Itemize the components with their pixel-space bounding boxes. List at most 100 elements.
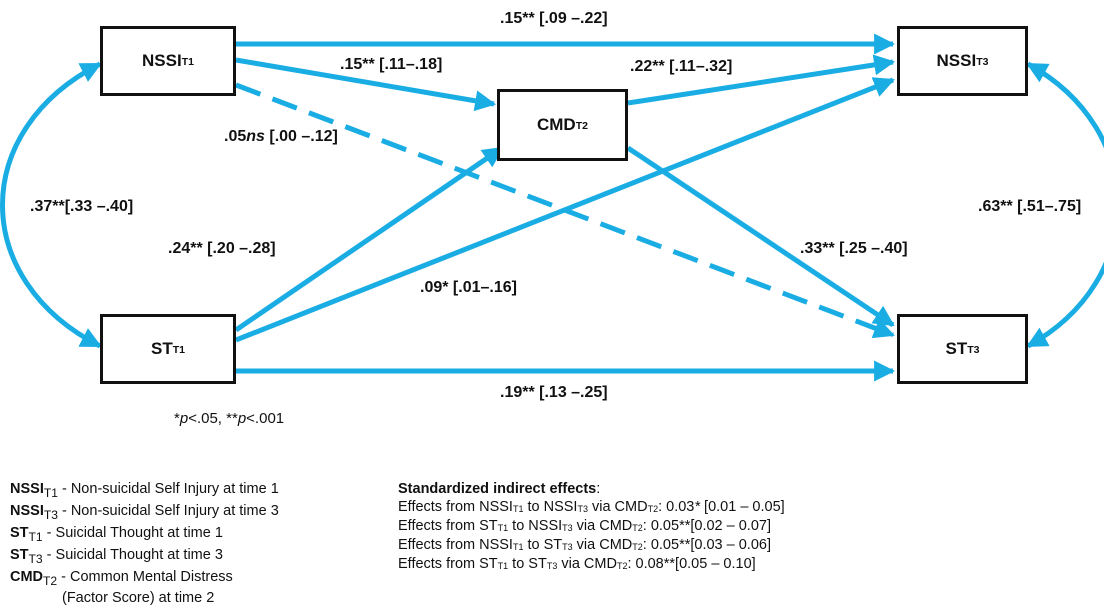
ie-sig: **	[663, 556, 676, 572]
indirect-effects-title: Standardized indirect effects:	[398, 480, 785, 498]
label-st1-cmd2: .24** [.20 –.28]	[168, 240, 276, 257]
label-st1-nssi3: .09* [.01–.16]	[420, 279, 517, 296]
legend-desc: - Suicidal Thought at time 3	[42, 546, 223, 563]
label-nssi1-nssi3: .15** [.09 –.22]	[500, 10, 608, 27]
indirect-title-text: Standardized indirect effects	[398, 481, 597, 497]
legend-desc: - Common Mental Distress	[57, 568, 233, 585]
node-cmd-t2-label: CMD	[536, 115, 576, 134]
legend-abbr: NSSI	[10, 481, 44, 497]
label-nssi1-st3-ns: ns	[246, 128, 265, 145]
ie-to-sub: T3	[562, 523, 573, 534]
node-nssi-t1-label: NSSI	[142, 51, 182, 70]
ie-to-sub: T3	[562, 542, 573, 553]
ie-from: Effects from ST	[398, 518, 498, 534]
label-st1-st3: .19** [.13 –.25]	[500, 384, 608, 401]
legend-item: CMDT2 - Common Mental Distress	[10, 568, 279, 590]
label-nssi1-st3-coef: .05	[224, 128, 247, 145]
indirect-effect-row: Effects from STT1 to NSSIT3 via CMDT2: 0…	[398, 517, 785, 536]
ie-via: via CMD	[572, 537, 633, 553]
ie-ci: [0.02 – 0.07]	[690, 518, 771, 534]
label-cmd2-nssi3: .22** [.11–.32]	[630, 58, 733, 75]
legend-abbr: CMD	[10, 568, 44, 585]
ie-from-sub: T1	[512, 504, 524, 515]
legend-abbr-sub: T3	[43, 507, 58, 522]
ie-ci: [0.03 – 0.06]	[690, 537, 771, 553]
sig-p-1: p	[179, 410, 189, 427]
legend-desc: - Suicidal Thought at time 1	[42, 524, 223, 541]
ie-to-sub: T3	[546, 561, 558, 572]
label-nssi1-cmd2: .15** [.11–.18]	[340, 56, 443, 73]
ie-from: Effects from ST	[398, 556, 498, 572]
label-nssi1-st1: .37**[.33 –.40]	[30, 198, 134, 215]
ie-via-sub: T2	[632, 542, 643, 553]
legend-desc: - Non-suicidal Self Injury at time 1	[57, 481, 279, 497]
ie-to-sub: T3	[577, 504, 588, 515]
node-st-t3-label: ST	[945, 339, 968, 358]
node-st-t1-label: ST	[150, 339, 173, 358]
node-st-t3-sub: T3	[967, 344, 980, 357]
legend-abbr: NSSI	[10, 502, 44, 519]
legend-item: STT3 - Suicidal Thought at time 3	[10, 546, 279, 568]
sig-threshold-1: <.05,	[188, 410, 227, 427]
indirect-effects: Standardized indirect effects: Effects f…	[398, 480, 785, 574]
ie-via-sub: T2	[647, 504, 659, 515]
path-st1-nssi3	[235, 77, 895, 343]
ie-via-sub: T2	[632, 523, 643, 534]
node-st-t1-sub: T1	[172, 344, 186, 357]
node-nssi-t1: NSSI T1	[100, 26, 236, 96]
label-nssi1-st3-ci: [.00 –.12]	[264, 128, 338, 145]
ie-from-sub: T1	[497, 561, 509, 572]
legend-item: NSSIT3 - Non-suicidal Self Injury at tim…	[10, 502, 279, 524]
label-cmd2-st3: .33** [.25 –.40]	[800, 240, 908, 257]
ie-ci: [0.01 – 0.05]	[700, 499, 785, 515]
ie-value: : 0.05	[642, 518, 680, 534]
ie-to: to ST	[523, 537, 563, 553]
node-cmd-t2-sub: T2	[575, 120, 588, 133]
ie-ci: [0.05 – 0.10]	[675, 556, 756, 572]
ie-from-sub: T1	[497, 523, 509, 534]
cov-nssi3-st3	[1026, 61, 1104, 349]
node-cmd-t2: CMD T2	[497, 89, 628, 161]
ie-value: : 0.08	[627, 556, 664, 572]
ie-sig: **	[679, 537, 691, 553]
ie-value: : 0.03	[658, 499, 695, 515]
sig-star-1: *	[174, 410, 180, 427]
indirect-effect-row: Effects from NSSIT1 to STT3 via CMDT2: 0…	[398, 536, 785, 555]
legend-item: STT1 - Suicidal Thought at time 1	[10, 524, 279, 546]
legend-abbr-sub: T1	[28, 529, 43, 544]
ie-via-sub: T2	[616, 561, 628, 572]
indirect-title-colon: :	[596, 481, 601, 497]
sig-p-2: p	[237, 410, 247, 427]
ie-to: to NSSI	[508, 518, 563, 534]
indirect-effect-row: Effects from NSSIT1 to NSSIT3 via CMDT2:…	[398, 498, 785, 517]
legend-abbr-sub: T1	[43, 485, 58, 500]
ie-to: to ST	[508, 556, 547, 572]
ie-from: Effects from NSSI	[398, 499, 513, 515]
ie-to: to NSSI	[523, 499, 578, 515]
sig-star-2: **	[226, 410, 238, 427]
significance-note: *p<.05, **p<.001	[174, 410, 284, 427]
legend-item-cont: (Factor Score) at time 2	[62, 590, 215, 607]
path-diagram	[0, 33, 1104, 382]
path-nssi1-cmd2	[235, 57, 497, 112]
indirect-effect-row: Effects from STT1 to STT3 via CMDT2: 0.0…	[398, 555, 785, 574]
ie-value: : 0.05	[642, 537, 680, 553]
label-nssi3-st3: .63** [.51–.75]	[978, 198, 1082, 215]
ie-via: via CMD	[587, 499, 648, 515]
ie-sig: **	[679, 518, 691, 534]
sig-threshold-2: <.001	[246, 410, 285, 427]
path-st1-cmd2	[234, 145, 504, 333]
path-cmd2-st3	[626, 145, 895, 328]
node-nssi-t3: NSSI T3	[897, 26, 1028, 96]
ie-via: via CMD	[557, 556, 617, 572]
legend-desc: - Non-suicidal Self Injury at time 3	[57, 502, 279, 519]
node-st-t1: ST T1	[100, 314, 236, 384]
node-nssi-t3-sub: T3	[976, 56, 989, 69]
cov-nssi1-st1	[0, 61, 102, 349]
legend-abbr-sub: T2	[43, 573, 58, 588]
node-nssi-t1-sub: T1	[181, 56, 194, 69]
variable-legend: NSSIT1 - Non-suicidal Self Injury at tim…	[10, 480, 279, 607]
legend-abbr: ST	[10, 524, 29, 541]
legend-abbr: ST	[10, 546, 29, 563]
label-nssi1-st3: .05ns [.00 –.12]	[224, 128, 338, 146]
